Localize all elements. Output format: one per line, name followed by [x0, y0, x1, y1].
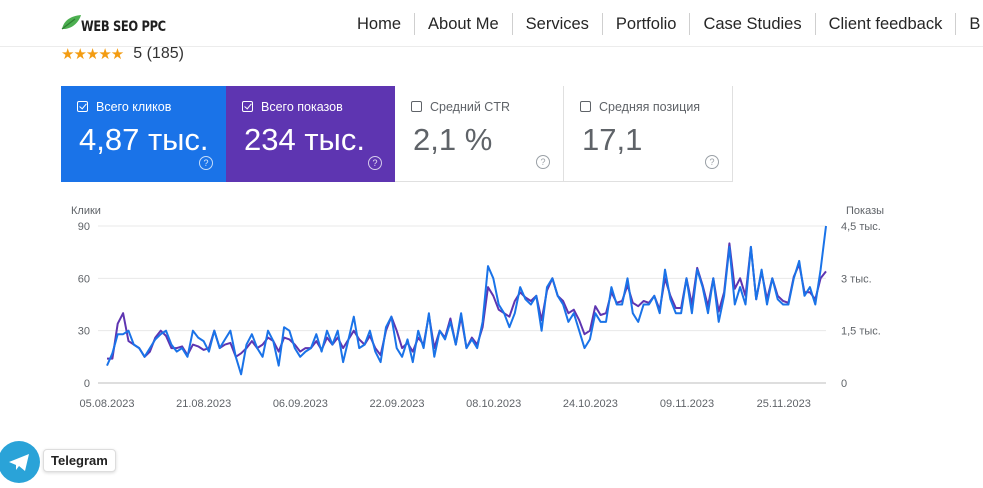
left-tick-label: 30: [78, 326, 90, 338]
left-axis-title: Клики: [71, 205, 101, 217]
leaf-logo-icon: [61, 15, 81, 30]
left-axis-ticks: 90 60 30 0: [78, 221, 90, 390]
site-logo[interactable]: WEB SEO PPC: [61, 12, 184, 36]
series-line-clicks: [106, 225, 827, 376]
telegram-icon[interactable]: [0, 441, 40, 483]
right-tick-label: 4,5 тыс.: [841, 221, 881, 233]
metric-value: 17,1: [582, 122, 643, 157]
x-tick-label: 08.10.2023: [466, 398, 521, 410]
nav-case-studies[interactable]: Case Studies: [690, 12, 816, 35]
logo-text: WEB SEO PPC: [81, 19, 166, 35]
checkbox-unchecked-icon[interactable]: [580, 101, 591, 112]
help-icon[interactable]: ?: [536, 155, 550, 169]
metric-card-ctr[interactable]: Средний CTR 2,1 % ?: [395, 86, 564, 182]
metric-label: Всего показов: [261, 100, 343, 114]
chart-series: [106, 225, 827, 376]
left-tick-label: 90: [78, 221, 90, 233]
chart-grid: [98, 225, 826, 384]
right-tick-label: 3 тыс.: [841, 273, 872, 285]
paper-plane-icon: [9, 454, 29, 471]
nav-home[interactable]: Home: [344, 12, 416, 35]
right-axis-ticks: 4,5 тыс. 3 тыс. 1,5 тыс. 0: [841, 221, 881, 390]
x-axis-ticks: 05.08.2023 21.08.2023 06.09.2023 22.09.2023…: [79, 398, 810, 410]
metric-label: Средний CTR: [430, 100, 510, 114]
x-tick-label: 22.09.2023: [369, 398, 424, 410]
help-icon[interactable]: ?: [368, 156, 382, 170]
main-nav: Home About Me Services Portfolio Case St…: [344, 0, 983, 47]
nav-about-me[interactable]: About Me: [415, 12, 513, 35]
right-tick-label: 1,5 тыс.: [841, 326, 881, 338]
left-tick-label: 0: [84, 378, 90, 390]
checkbox-checked-icon[interactable]: [242, 101, 253, 112]
x-tick-label: 09.11.2023: [660, 398, 714, 410]
rating-text: 5 (185): [133, 45, 184, 62]
nav-blog-truncated[interactable]: B: [969, 14, 981, 33]
metric-card-clicks[interactable]: Всего кликов 4,87 тыс. ?: [61, 86, 226, 182]
nav-portfolio[interactable]: Portfolio: [603, 12, 691, 35]
telegram-label[interactable]: Telegram: [43, 449, 116, 472]
x-tick-label: 05.08.2023: [79, 398, 134, 410]
help-icon[interactable]: ?: [705, 155, 719, 169]
metric-cards: Всего кликов 4,87 тыс. ? Всего показов 2…: [61, 86, 733, 182]
metric-card-impressions[interactable]: Всего показов 234 тыс. ?: [226, 86, 395, 182]
right-tick-label: 0: [841, 378, 847, 390]
left-tick-label: 60: [78, 273, 90, 285]
x-tick-label: 25.11.2023: [757, 398, 811, 410]
x-tick-label: 24.10.2023: [563, 398, 618, 410]
metric-label: Средняя позиция: [599, 100, 701, 114]
x-tick-label: 21.08.2023: [176, 398, 231, 410]
metric-value: 4,87 тыс.: [79, 122, 209, 157]
star-rating-icon: ★★★★★: [61, 46, 124, 63]
site-header: WEB SEO PPC Home About Me Services Portf…: [0, 0, 983, 47]
x-tick-label: 06.09.2023: [273, 398, 328, 410]
checkbox-unchecked-icon[interactable]: [411, 101, 422, 112]
nav-client-feedback[interactable]: Client feedback: [816, 12, 957, 35]
metric-card-position[interactable]: Средняя позиция 17,1 ?: [564, 86, 733, 182]
series-line-impressions: [107, 242, 827, 360]
help-icon[interactable]: ?: [199, 156, 213, 170]
checkbox-checked-icon[interactable]: [77, 101, 88, 112]
right-axis-title: Показы: [846, 205, 884, 217]
metric-label: Всего кликов: [96, 100, 172, 114]
nav-services[interactable]: Services: [513, 12, 603, 35]
metric-value: 2,1 %: [413, 122, 493, 157]
metric-value: 234 тыс.: [244, 122, 365, 157]
rating: ★★★★★ 5 (185): [61, 44, 184, 64]
performance-chart: Клики Показы 90 60 30 0 4,5 тыс. 3 тыс. 1,5 т…: [71, 205, 884, 410]
